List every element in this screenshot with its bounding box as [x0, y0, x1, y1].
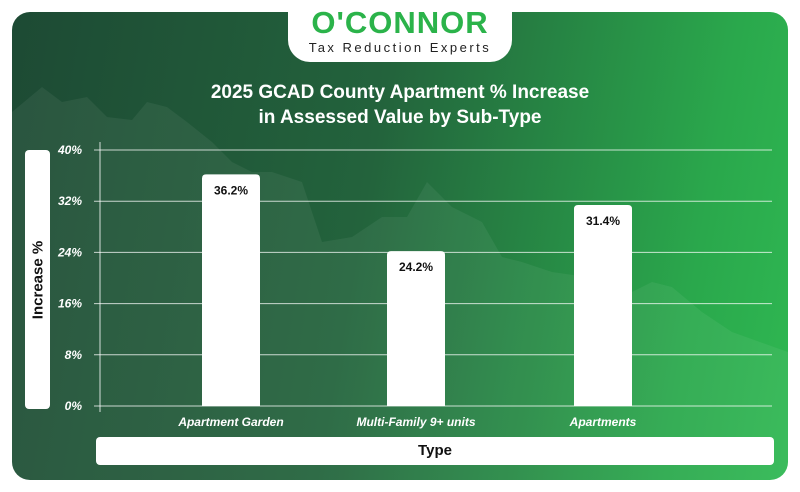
- x-tick-label: Apartments: [569, 415, 637, 429]
- data-label: 36.2%: [214, 183, 248, 197]
- bar: [574, 205, 632, 406]
- x-tick-label: Multi-Family 9+ units: [356, 415, 475, 429]
- data-label: 31.4%: [586, 214, 620, 228]
- y-tick-label: 16%: [58, 297, 82, 311]
- y-tick-label: 24%: [57, 245, 82, 259]
- y-axis-label-box: Increase %: [25, 150, 50, 409]
- oconnor-logo: O'CONNOR Tax Reduction Experts: [288, 0, 512, 62]
- data-label: 24.2%: [399, 260, 433, 274]
- y-tick-label: 0%: [65, 399, 83, 413]
- bar: [387, 251, 445, 406]
- bar: [202, 174, 260, 406]
- chart-title: 2025 GCAD County Apartment % Increase in…: [0, 80, 800, 130]
- chart-title-line2: in Assessed Value by Sub-Type: [258, 107, 542, 128]
- chart-title-line1: 2025 GCAD County Apartment % Increase: [210, 82, 590, 103]
- logo-brand: O'CONNOR: [311, 5, 489, 40]
- x-tick-label: Apartment Garden: [177, 415, 283, 429]
- logo-tagline: Tax Reduction Experts: [308, 40, 492, 55]
- y-tick-label: 32%: [58, 194, 82, 208]
- x-axis-label: Type: [96, 437, 774, 465]
- y-tick-label: 40%: [57, 143, 82, 157]
- y-tick-label: 8%: [65, 348, 83, 362]
